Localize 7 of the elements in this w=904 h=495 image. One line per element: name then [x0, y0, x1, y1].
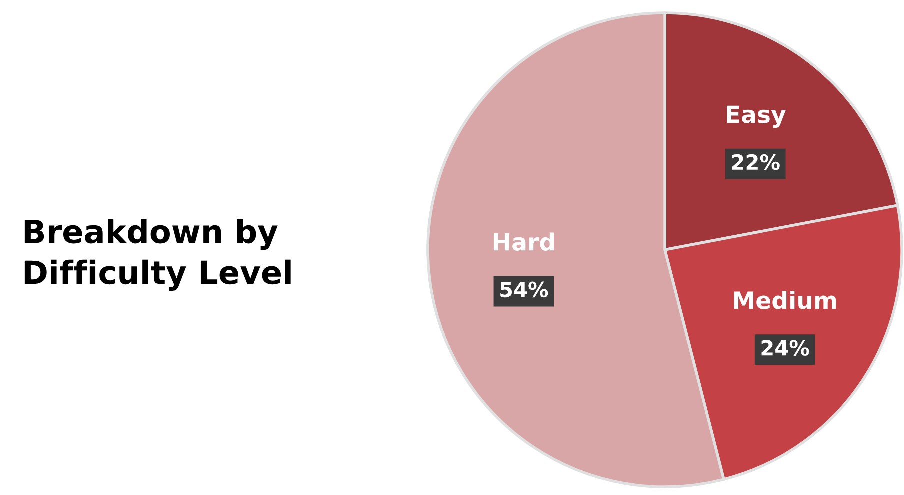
data-label: 54%	[500, 282, 548, 298]
text: Breakdown by Difficulty Level	[24, 218, 291, 292]
slice-label: Hard	[494, 232, 554, 251]
slice-label: Easy	[727, 106, 786, 128]
data-label: 22%	[732, 154, 780, 170]
data-label: 24%	[762, 340, 810, 356]
slice-label: Medium	[734, 291, 836, 310]
